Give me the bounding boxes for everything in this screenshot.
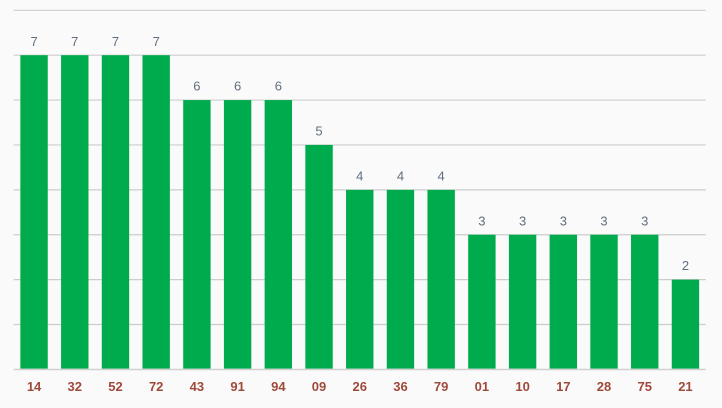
svg-text:3: 3 bbox=[641, 213, 648, 228]
svg-text:94: 94 bbox=[271, 379, 286, 394]
svg-text:7: 7 bbox=[153, 34, 160, 49]
svg-text:36: 36 bbox=[393, 379, 407, 394]
svg-text:3: 3 bbox=[600, 213, 607, 228]
svg-text:7: 7 bbox=[112, 34, 119, 49]
svg-text:14: 14 bbox=[27, 379, 42, 394]
svg-text:2: 2 bbox=[682, 258, 689, 273]
svg-text:72: 72 bbox=[149, 379, 163, 394]
svg-text:26: 26 bbox=[353, 379, 367, 394]
svg-text:6: 6 bbox=[275, 79, 282, 94]
svg-text:5: 5 bbox=[315, 124, 322, 139]
svg-text:79: 79 bbox=[434, 379, 448, 394]
svg-text:91: 91 bbox=[230, 379, 244, 394]
svg-text:75: 75 bbox=[637, 379, 651, 394]
svg-text:4: 4 bbox=[356, 168, 363, 183]
svg-text:3: 3 bbox=[560, 213, 567, 228]
svg-text:52: 52 bbox=[108, 379, 122, 394]
svg-text:01: 01 bbox=[475, 379, 489, 394]
svg-text:4: 4 bbox=[438, 168, 445, 183]
svg-text:09: 09 bbox=[312, 379, 326, 394]
svg-text:6: 6 bbox=[234, 79, 241, 94]
svg-text:10: 10 bbox=[515, 379, 529, 394]
svg-text:7: 7 bbox=[71, 34, 78, 49]
svg-text:3: 3 bbox=[519, 213, 526, 228]
svg-text:4: 4 bbox=[397, 168, 404, 183]
svg-text:3: 3 bbox=[478, 213, 485, 228]
svg-text:28: 28 bbox=[597, 379, 611, 394]
svg-text:7: 7 bbox=[30, 34, 37, 49]
svg-text:17: 17 bbox=[556, 379, 570, 394]
svg-text:21: 21 bbox=[678, 379, 692, 394]
svg-text:32: 32 bbox=[68, 379, 82, 394]
svg-text:6: 6 bbox=[193, 79, 200, 94]
svg-text:43: 43 bbox=[190, 379, 204, 394]
